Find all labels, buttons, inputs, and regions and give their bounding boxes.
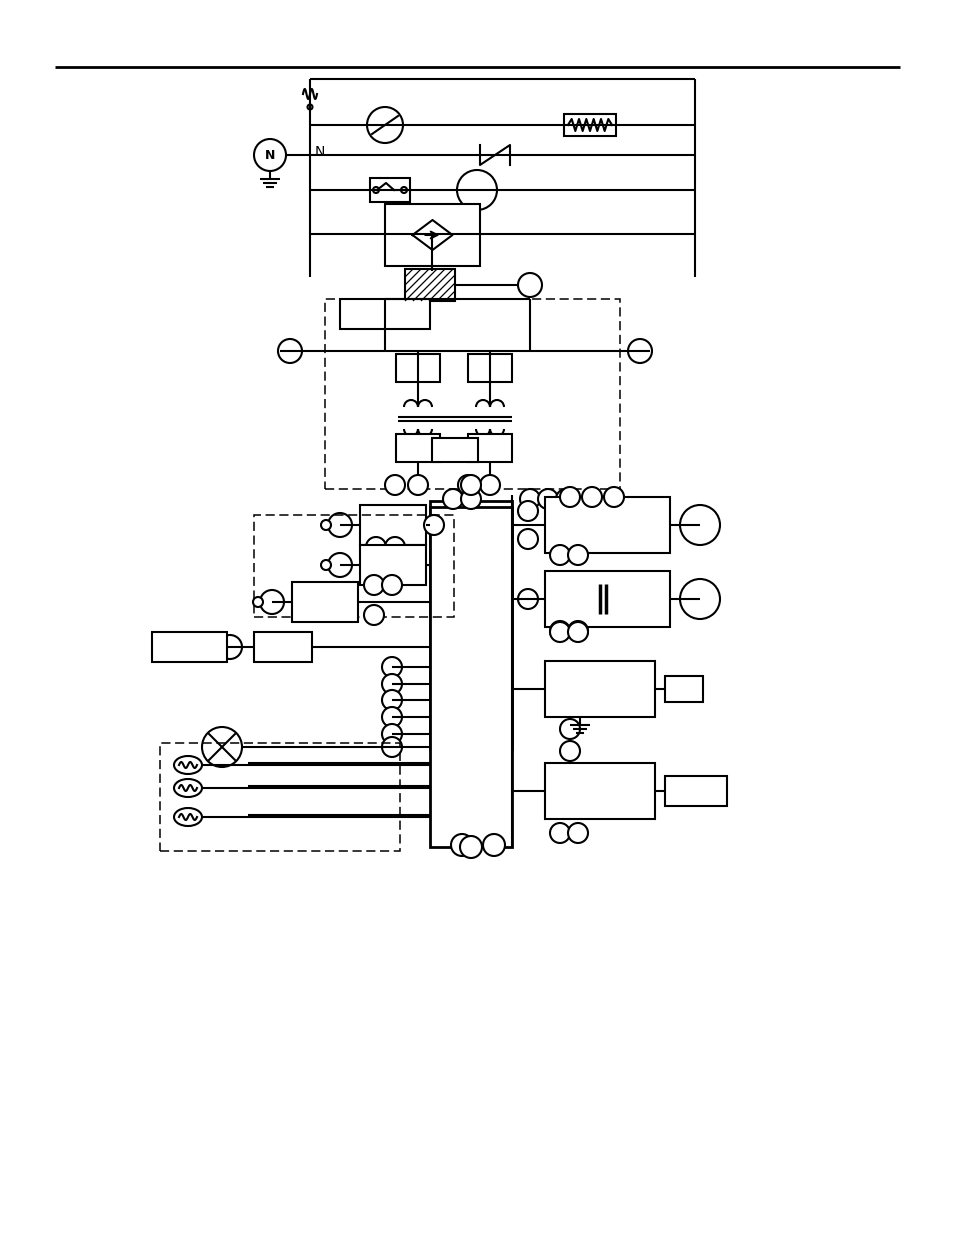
Ellipse shape	[173, 756, 202, 774]
Circle shape	[479, 475, 499, 495]
Bar	[395, 354, 439, 382]
Bar	[544, 763, 655, 819]
Circle shape	[364, 575, 384, 595]
Bar	[395, 434, 439, 461]
Circle shape	[364, 605, 384, 625]
Circle shape	[517, 529, 537, 549]
Bar	[359, 546, 426, 585]
Circle shape	[456, 169, 497, 210]
Circle shape	[519, 489, 539, 508]
Bar	[405, 268, 455, 301]
Circle shape	[366, 537, 386, 557]
Circle shape	[537, 489, 558, 508]
Circle shape	[442, 489, 462, 508]
Circle shape	[202, 727, 242, 767]
Bar	[359, 505, 426, 546]
Bar	[253, 515, 454, 617]
Circle shape	[567, 621, 587, 641]
Circle shape	[253, 597, 263, 607]
Circle shape	[581, 487, 601, 507]
Bar	[430, 507, 512, 847]
Circle shape	[567, 546, 587, 565]
Circle shape	[408, 475, 428, 495]
Circle shape	[451, 834, 473, 856]
Circle shape	[679, 505, 720, 546]
Text: N: N	[265, 148, 274, 162]
Bar	[563, 114, 616, 136]
Circle shape	[627, 339, 651, 362]
Circle shape	[381, 724, 401, 743]
Circle shape	[367, 106, 402, 143]
Circle shape	[423, 515, 443, 534]
Circle shape	[567, 622, 587, 642]
Circle shape	[559, 487, 579, 507]
Circle shape	[550, 621, 569, 641]
Bar	[430, 501, 512, 748]
Bar	[253, 632, 312, 662]
Bar	[292, 581, 357, 622]
Circle shape	[385, 537, 405, 557]
Ellipse shape	[173, 808, 202, 826]
Circle shape	[482, 834, 504, 856]
Circle shape	[550, 823, 569, 842]
Circle shape	[679, 579, 720, 618]
Bar	[385, 204, 479, 266]
Circle shape	[550, 622, 569, 642]
Circle shape	[253, 139, 286, 171]
Circle shape	[460, 475, 480, 495]
Circle shape	[381, 657, 401, 677]
Circle shape	[328, 553, 352, 576]
Circle shape	[559, 719, 579, 738]
Circle shape	[381, 575, 401, 595]
Circle shape	[307, 104, 313, 110]
Circle shape	[381, 674, 401, 694]
Circle shape	[517, 589, 537, 609]
Circle shape	[320, 520, 331, 529]
Circle shape	[385, 475, 405, 495]
Circle shape	[556, 489, 576, 508]
Bar	[544, 661, 655, 717]
Circle shape	[373, 187, 378, 193]
Bar	[325, 299, 619, 489]
Circle shape	[320, 560, 331, 570]
Circle shape	[457, 475, 477, 495]
Bar	[339, 299, 430, 329]
Circle shape	[459, 836, 481, 858]
Bar	[370, 178, 410, 202]
Bar	[160, 743, 399, 851]
Circle shape	[277, 339, 302, 362]
Bar	[468, 434, 512, 461]
Circle shape	[559, 741, 579, 761]
Circle shape	[400, 187, 407, 193]
Bar	[432, 438, 477, 461]
Circle shape	[381, 737, 401, 757]
Circle shape	[260, 590, 284, 614]
Circle shape	[381, 690, 401, 710]
Bar	[152, 632, 227, 662]
Circle shape	[517, 273, 541, 297]
Circle shape	[218, 635, 242, 659]
Bar	[544, 497, 669, 553]
Bar	[664, 675, 702, 703]
Bar	[468, 354, 512, 382]
Text: N: N	[314, 145, 325, 160]
Circle shape	[603, 487, 623, 507]
Circle shape	[567, 823, 587, 842]
Circle shape	[328, 513, 352, 537]
Circle shape	[550, 546, 569, 565]
Circle shape	[381, 708, 401, 727]
Ellipse shape	[173, 779, 202, 797]
Bar	[544, 571, 669, 627]
Bar	[664, 776, 726, 807]
Circle shape	[460, 489, 480, 508]
Circle shape	[517, 501, 537, 521]
